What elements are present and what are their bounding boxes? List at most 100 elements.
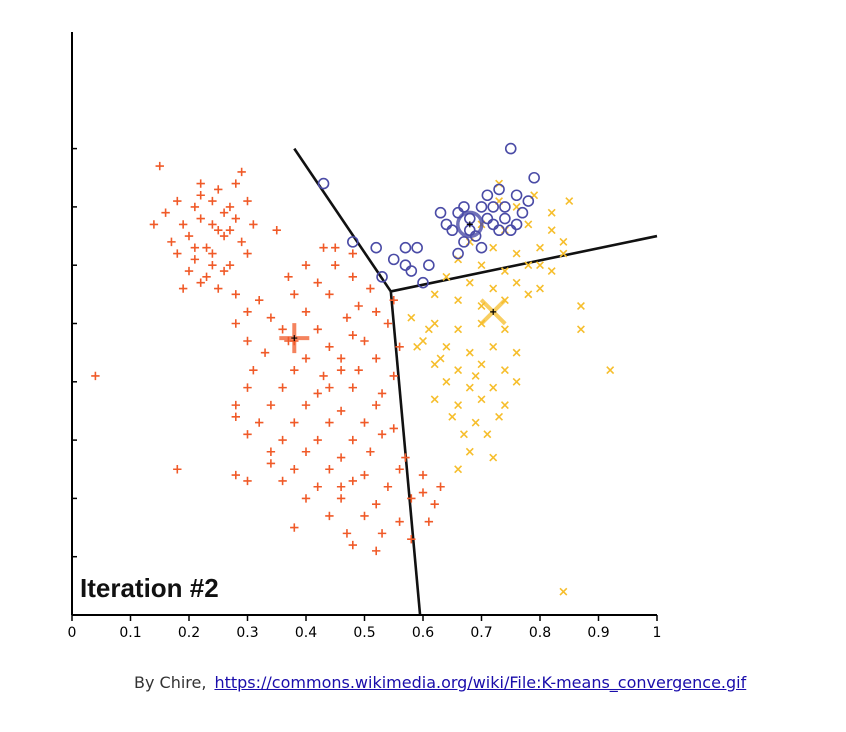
point-plus-13 xyxy=(214,226,223,235)
point-plus-42 xyxy=(331,243,340,252)
point-plus-131 xyxy=(231,470,240,480)
point-cross-63 xyxy=(471,372,480,380)
point-plus-36 xyxy=(208,220,217,229)
point-cross-16 xyxy=(477,261,486,270)
point-plus-73 xyxy=(372,354,381,363)
point-plus-21 xyxy=(173,249,182,258)
point-circle-28 xyxy=(376,271,388,283)
point-cross-49 xyxy=(454,401,463,410)
point-plus-24 xyxy=(225,261,235,270)
point-plus-118 xyxy=(430,500,439,509)
point-plus-53 xyxy=(354,301,363,311)
attribution-author: By Chire, xyxy=(134,673,207,692)
point-cross-51 xyxy=(500,401,509,410)
point-cross-39 xyxy=(512,348,521,357)
x-tick-label-0.7: 0.7 xyxy=(470,625,492,641)
point-plus-137 xyxy=(325,383,334,392)
point-plus-46 xyxy=(284,272,293,282)
point-cross-3 xyxy=(565,197,574,206)
point-cross-19 xyxy=(547,267,556,275)
point-circle-18 xyxy=(346,236,359,248)
point-plus-108 xyxy=(243,476,252,486)
point-cross-37 xyxy=(465,348,474,357)
point-plus-59 xyxy=(372,307,381,317)
point-circle-4 xyxy=(493,183,505,196)
x-tick-label-0.2: 0.2 xyxy=(178,625,200,641)
point-plus-79 xyxy=(243,383,252,392)
point-plus-82 xyxy=(348,383,357,392)
point-plus-64 xyxy=(383,319,393,328)
point-plus-14 xyxy=(231,214,240,223)
point-plus-17 xyxy=(184,231,194,241)
point-plus-16 xyxy=(167,237,176,247)
point-plus-31 xyxy=(214,284,223,293)
point-plus-121 xyxy=(395,517,404,526)
point-plus-88 xyxy=(372,400,381,410)
point-circle-15 xyxy=(446,224,459,237)
point-circle-1 xyxy=(528,171,540,184)
x-tick-label-0.4: 0.4 xyxy=(295,625,317,641)
point-plus-72 xyxy=(336,354,346,363)
point-plus-61 xyxy=(278,325,287,334)
point-plus-43 xyxy=(348,249,357,258)
point-plus-38 xyxy=(225,226,235,235)
point-plus-115 xyxy=(336,494,346,503)
point-plus-112 xyxy=(383,482,393,491)
centroid-marker-blue xyxy=(456,210,484,239)
point-plus-78 xyxy=(389,371,398,381)
point-plus-117 xyxy=(407,494,416,503)
point-plus-51 xyxy=(290,290,299,299)
point-plus-101 xyxy=(336,453,346,462)
point-plus-114 xyxy=(301,494,311,503)
voronoi-boundaries xyxy=(293,147,658,616)
point-cross-41 xyxy=(454,366,463,375)
point-cross-67 xyxy=(559,587,568,596)
boundary-line-0 xyxy=(293,147,392,293)
point-plus-123 xyxy=(290,523,299,532)
boundary-line-2 xyxy=(389,291,422,616)
point-cross-23 xyxy=(512,278,521,287)
point-plus-105 xyxy=(325,465,334,474)
centroid-center-red xyxy=(291,335,298,342)
centroid-center-yellow xyxy=(490,308,497,315)
point-circle-9 xyxy=(499,201,511,213)
point-cross-9 xyxy=(559,237,568,246)
point-cross-15 xyxy=(454,255,463,264)
x-tick-label-0.8: 0.8 xyxy=(529,625,551,641)
point-cross-22 xyxy=(489,284,498,293)
point-cross-60 xyxy=(424,325,433,334)
point-circle-27 xyxy=(452,247,464,260)
point-plus-67 xyxy=(325,342,334,352)
point-plus-2 xyxy=(214,185,223,194)
point-cross-55 xyxy=(459,430,468,439)
point-plus-122 xyxy=(424,517,434,526)
point-plus-52 xyxy=(325,290,334,299)
point-plus-119 xyxy=(325,511,334,521)
point-plus-12 xyxy=(196,214,205,223)
point-plus-1 xyxy=(196,179,205,188)
point-plus-71 xyxy=(301,354,311,363)
point-cross-17 xyxy=(500,267,509,275)
point-circle-2 xyxy=(317,177,330,190)
point-circle-19 xyxy=(370,241,383,254)
point-plus-19 xyxy=(219,231,229,241)
point-plus-23 xyxy=(208,249,217,258)
point-cross-66 xyxy=(606,366,615,375)
point-plus-110 xyxy=(313,482,322,491)
data-points xyxy=(91,142,615,596)
point-plus-94 xyxy=(243,430,252,439)
point-plus-127 xyxy=(348,540,357,550)
point-plus-102 xyxy=(366,447,375,456)
x-tick-label-1: 1 xyxy=(653,625,662,641)
point-plus-58 xyxy=(342,313,352,322)
point-cross-40 xyxy=(430,360,439,369)
point-cross-4 xyxy=(547,208,556,217)
cluster-centroids xyxy=(279,210,507,354)
point-plus-109 xyxy=(278,476,287,486)
point-cross-64 xyxy=(576,302,585,310)
point-plus-45 xyxy=(331,261,340,270)
point-plus-125 xyxy=(377,529,387,538)
point-plus-32 xyxy=(231,290,240,299)
attribution-link[interactable]: https://commons.wikimedia.org/wiki/File:… xyxy=(214,673,747,692)
point-plus-20 xyxy=(237,237,246,247)
